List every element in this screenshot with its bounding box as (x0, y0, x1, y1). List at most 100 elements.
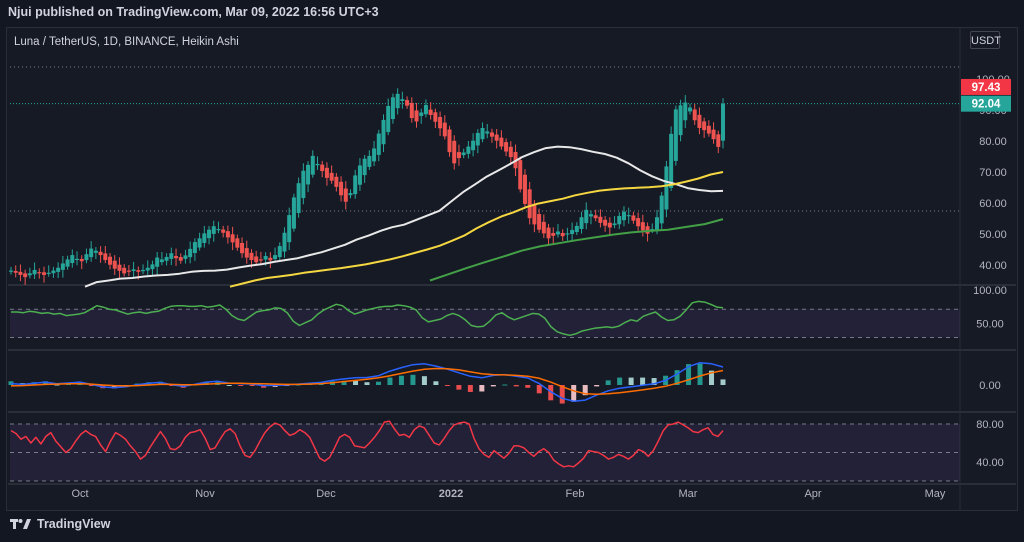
candle[interactable] (456, 152, 461, 159)
candle[interactable] (70, 255, 75, 264)
candle[interactable] (108, 256, 113, 265)
candle[interactable] (428, 109, 433, 115)
candle[interactable] (183, 255, 188, 259)
candle[interactable] (334, 176, 339, 187)
candle[interactable] (494, 134, 499, 141)
candle[interactable] (202, 233, 207, 243)
candle[interactable] (522, 174, 527, 204)
candle[interactable] (150, 264, 155, 270)
candle[interactable] (197, 238, 202, 248)
candle[interactable] (532, 203, 537, 225)
candle[interactable] (499, 137, 504, 147)
candle[interactable] (79, 258, 84, 262)
candle[interactable] (541, 221, 546, 234)
candle[interactable] (386, 105, 391, 133)
candle[interactable] (164, 256, 169, 261)
candle[interactable] (329, 172, 334, 181)
candle[interactable] (607, 222, 612, 228)
candle[interactable] (452, 140, 457, 164)
candle[interactable] (75, 258, 80, 260)
candle[interactable] (687, 107, 692, 112)
footer-brand[interactable]: TradingView (10, 517, 110, 531)
candle[interactable] (376, 133, 381, 155)
candle[interactable] (372, 148, 377, 162)
candle[interactable] (27, 273, 32, 276)
candle[interactable] (56, 267, 61, 272)
candle[interactable] (42, 272, 47, 275)
candle[interactable] (480, 127, 485, 140)
candle[interactable] (65, 259, 70, 267)
candle[interactable] (381, 119, 386, 145)
candle[interactable] (89, 248, 94, 258)
candle[interactable] (636, 218, 641, 227)
candle[interactable] (584, 209, 589, 224)
candle[interactable] (409, 102, 414, 119)
candle[interactable] (438, 117, 443, 129)
candle[interactable] (263, 256, 268, 260)
candle[interactable] (489, 132, 494, 137)
candle[interactable] (339, 181, 344, 196)
currency-button[interactable]: USDT (970, 31, 1001, 49)
candle[interactable] (211, 226, 216, 234)
candle[interactable] (32, 269, 37, 275)
candle[interactable] (268, 257, 273, 261)
candle[interactable] (447, 129, 452, 153)
candle[interactable] (310, 155, 315, 175)
candle[interactable] (390, 97, 395, 120)
candle[interactable] (287, 215, 292, 243)
candle[interactable] (207, 229, 212, 239)
candle[interactable] (560, 232, 565, 237)
candle[interactable] (711, 129, 716, 140)
candle[interactable] (475, 132, 480, 146)
candle[interactable] (716, 134, 721, 147)
candle[interactable] (13, 270, 18, 273)
candle[interactable] (301, 170, 306, 199)
candle[interactable] (650, 229, 655, 231)
candle[interactable] (721, 103, 725, 141)
candle[interactable] (9, 270, 13, 272)
candle[interactable] (240, 242, 245, 254)
candle[interactable] (353, 175, 358, 195)
candle[interactable] (254, 256, 259, 263)
candle[interactable] (546, 227, 551, 239)
candle[interactable] (93, 250, 98, 253)
candle[interactable] (527, 189, 532, 219)
candle[interactable] (485, 131, 490, 134)
candle[interactable] (230, 234, 235, 243)
candle[interactable] (702, 121, 707, 131)
candle[interactable] (84, 254, 89, 261)
candle[interactable] (60, 263, 65, 270)
candle[interactable] (291, 197, 296, 229)
candle[interactable] (174, 256, 179, 259)
candle[interactable] (362, 158, 367, 176)
candle[interactable] (640, 222, 645, 231)
candle[interactable] (617, 216, 622, 225)
candle[interactable] (508, 146, 513, 158)
candle[interactable] (423, 105, 428, 115)
candle[interactable] (395, 93, 400, 109)
candle[interactable] (537, 214, 542, 230)
candle[interactable] (23, 273, 28, 278)
candle[interactable] (296, 183, 301, 214)
candle[interactable] (103, 253, 108, 261)
candle[interactable] (37, 272, 42, 274)
candle[interactable] (405, 100, 410, 106)
candle[interactable] (131, 269, 136, 272)
candle[interactable] (117, 264, 122, 271)
candle[interactable] (225, 231, 230, 238)
candle[interactable] (565, 233, 570, 235)
candle[interactable] (419, 112, 424, 116)
candle[interactable] (178, 257, 183, 261)
candle[interactable] (46, 272, 51, 274)
candle[interactable] (612, 223, 617, 226)
candle[interactable] (570, 229, 575, 234)
candle[interactable] (504, 142, 509, 152)
candle[interactable] (306, 164, 311, 185)
candle[interactable] (697, 114, 702, 128)
candle[interactable] (400, 99, 405, 102)
candle[interactable] (273, 255, 278, 260)
symbol-legend[interactable]: Luna / TetherUS, 1D, BINANCE, Heikin Ash… (14, 36, 239, 48)
candle[interactable] (145, 267, 150, 271)
candle[interactable] (282, 232, 287, 252)
candle[interactable] (357, 165, 362, 185)
